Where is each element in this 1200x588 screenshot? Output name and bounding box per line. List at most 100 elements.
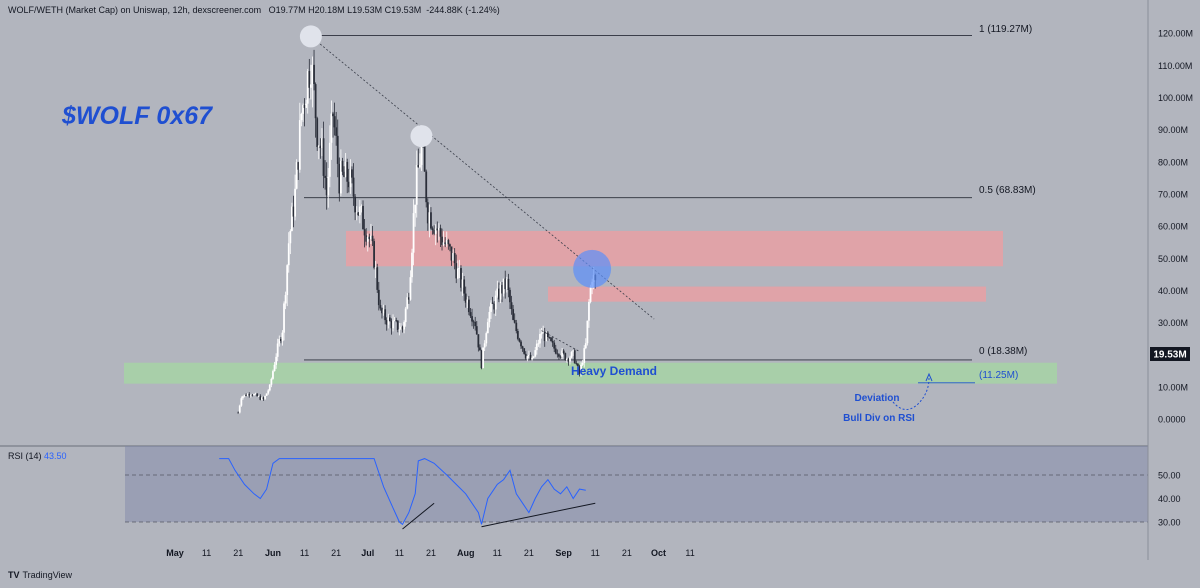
price-tick: 120.00M bbox=[1158, 29, 1193, 39]
candle-body bbox=[259, 396, 262, 400]
candle-body bbox=[284, 295, 287, 304]
overlay-layer bbox=[299, 25, 655, 352]
candle-body bbox=[237, 412, 240, 414]
candle-body bbox=[396, 320, 399, 330]
price-axis: 120.00M 110.00M 100.00M 90.00M 80.00M 70.00M 6… bbox=[1158, 29, 1193, 425]
candle-body bbox=[510, 302, 513, 310]
candle-body bbox=[431, 228, 434, 230]
candle-body bbox=[584, 343, 587, 349]
candle-body bbox=[455, 263, 458, 279]
candle-body bbox=[516, 330, 519, 339]
wedge-trendline bbox=[541, 330, 580, 352]
heavy-demand-label: Heavy Demand bbox=[571, 364, 657, 378]
candle-body bbox=[377, 289, 380, 306]
rsi-tick: 40.00 bbox=[1158, 494, 1181, 504]
candle-body bbox=[311, 64, 314, 85]
candle-body bbox=[242, 396, 244, 399]
time-tick: 11 bbox=[685, 548, 694, 558]
candle-body bbox=[309, 84, 312, 88]
price-tick: 60.00M bbox=[1158, 222, 1188, 232]
candle-body bbox=[548, 336, 551, 338]
breakout-marker bbox=[573, 249, 612, 288]
demand-zone bbox=[124, 362, 1057, 384]
candle-body bbox=[368, 236, 371, 240]
candle-body bbox=[556, 353, 559, 355]
candle-body bbox=[387, 317, 390, 325]
candle-body bbox=[436, 228, 439, 231]
candle-body bbox=[452, 253, 454, 261]
fib-levels-layer bbox=[304, 35, 975, 384]
candle-body bbox=[460, 268, 462, 288]
candle-body bbox=[469, 312, 472, 317]
candle-body bbox=[480, 350, 483, 369]
candle-body bbox=[411, 252, 413, 278]
candle-body bbox=[509, 289, 511, 303]
candle-body bbox=[360, 205, 363, 207]
candle-body bbox=[581, 362, 584, 365]
candle-body bbox=[426, 202, 429, 224]
candle-body bbox=[238, 405, 241, 413]
candle-body bbox=[272, 371, 274, 379]
candle-body bbox=[520, 341, 522, 347]
candle-body bbox=[562, 350, 565, 354]
chart-header: WOLF/WETH (Market Cap) on Uniswap, 12h, … bbox=[8, 5, 500, 15]
candle-body bbox=[316, 118, 319, 148]
candle-body bbox=[317, 145, 320, 148]
candle-body bbox=[564, 353, 567, 361]
candle-body bbox=[297, 162, 300, 170]
candle-body bbox=[570, 352, 573, 358]
candle-body bbox=[515, 322, 518, 331]
tradingview-logo-icon: TV bbox=[8, 570, 20, 580]
price-tick: 70.00M bbox=[1158, 189, 1188, 199]
candle-body bbox=[404, 308, 407, 323]
candle-body bbox=[553, 342, 556, 349]
candle-body bbox=[257, 396, 260, 397]
candle-body bbox=[278, 339, 281, 344]
candle-body bbox=[414, 204, 417, 214]
candle-body bbox=[249, 394, 252, 396]
candle-body bbox=[458, 268, 461, 269]
candle-body bbox=[322, 138, 325, 176]
candle-body bbox=[270, 378, 273, 385]
candle-body bbox=[573, 350, 576, 364]
candle-body bbox=[453, 253, 456, 264]
candle-body bbox=[528, 354, 530, 357]
candle-body bbox=[477, 334, 480, 348]
rsi-tick: 30.00 bbox=[1158, 518, 1181, 528]
fib-label-1: 1 (119.27M) bbox=[979, 24, 1032, 35]
candle-body bbox=[393, 320, 396, 321]
candle-body bbox=[535, 343, 538, 351]
candle-body bbox=[434, 228, 437, 234]
candle-body bbox=[319, 145, 322, 149]
candle-body bbox=[505, 278, 508, 290]
candle-body bbox=[333, 116, 336, 128]
candle-body bbox=[529, 354, 532, 360]
candle-body bbox=[419, 164, 421, 168]
candle-body bbox=[467, 299, 470, 313]
candle-body bbox=[543, 331, 546, 342]
candle-body bbox=[314, 84, 317, 119]
time-tick: Jun bbox=[265, 548, 281, 558]
candle-body bbox=[471, 316, 473, 322]
candle-body bbox=[423, 145, 426, 172]
candle-body bbox=[300, 113, 303, 121]
candle-body bbox=[355, 212, 358, 214]
deviation-arrowhead bbox=[925, 372, 933, 382]
time-tick: 21 bbox=[426, 548, 436, 558]
candle-body bbox=[401, 326, 404, 330]
rsi-line bbox=[219, 458, 586, 526]
candle-body bbox=[488, 311, 491, 323]
candle-body bbox=[268, 384, 271, 391]
last-price-badge bbox=[1150, 347, 1190, 361]
candle-body bbox=[428, 212, 431, 224]
rsi-axis: 50.00 40.00 30.00 bbox=[1158, 471, 1181, 528]
price-tick: 0.0000 bbox=[1158, 415, 1186, 425]
candle-body bbox=[496, 288, 499, 296]
candle-body bbox=[583, 348, 586, 363]
candle-body bbox=[243, 394, 246, 397]
candle-body bbox=[474, 321, 477, 327]
time-tick: 11 bbox=[591, 548, 600, 558]
candle-body bbox=[261, 397, 263, 400]
candle-body bbox=[275, 356, 278, 365]
